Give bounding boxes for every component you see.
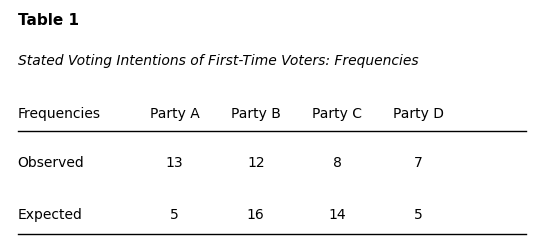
- Text: 5: 5: [170, 208, 179, 222]
- Text: Party C: Party C: [312, 107, 362, 121]
- Text: Party A: Party A: [150, 107, 200, 121]
- Text: Expected: Expected: [17, 208, 83, 222]
- Text: 16: 16: [247, 208, 264, 222]
- Text: 8: 8: [332, 156, 342, 170]
- Text: 14: 14: [328, 208, 346, 222]
- Text: 7: 7: [414, 156, 423, 170]
- Text: Observed: Observed: [17, 156, 84, 170]
- Text: Stated Voting Intentions of First-Time Voters: Frequencies: Stated Voting Intentions of First-Time V…: [17, 54, 418, 68]
- Text: 12: 12: [247, 156, 264, 170]
- Text: Table 1: Table 1: [17, 13, 79, 28]
- Text: Party B: Party B: [231, 107, 281, 121]
- Text: Party D: Party D: [393, 107, 443, 121]
- Text: 13: 13: [166, 156, 183, 170]
- Text: Frequencies: Frequencies: [17, 107, 101, 121]
- Text: 5: 5: [414, 208, 423, 222]
